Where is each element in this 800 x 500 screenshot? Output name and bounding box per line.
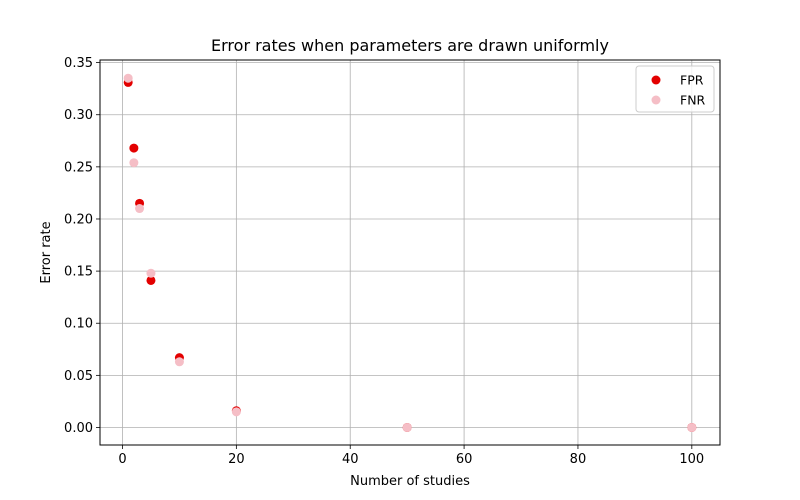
data-point-fnr [687,422,697,432]
y-tick-label: 0.10 [64,317,93,332]
data-point-fnr [123,73,133,83]
y-axis-ticks: 0.00 0.05 0.10 0.15 0.20 0.25 0.30 0.35 [64,56,100,436]
x-tick-label: 20 [228,452,245,467]
grid-lines [100,60,720,445]
data-point-fnr [231,407,241,417]
data-point-fnr [402,422,412,432]
data-point-fnr [129,158,139,168]
x-tick-label: 80 [570,452,587,467]
x-tick-label: 40 [342,452,359,467]
y-axis-label: Error rate [39,221,54,283]
data-point-fnr [146,268,156,278]
data-point-fnr [174,357,184,367]
x-tick-label: 60 [456,452,473,467]
y-tick-label: 0.35 [64,56,93,71]
x-axis-label: Number of studies [350,474,470,489]
y-tick-label: 0.20 [64,212,93,227]
legend-label-fnr: FNR [680,93,706,108]
y-tick-label: 0.30 [64,108,93,123]
chart-title: Error rates when parameters are drawn un… [211,36,609,55]
legend-marker-fnr [651,95,661,105]
legend-marker-fpr [651,75,661,85]
legend-label-fpr: FPR [680,73,704,88]
data-point-fpr [129,143,139,153]
y-tick-label: 0.15 [64,265,93,280]
plot-frame [99,59,721,446]
y-tick-label: 0.00 [64,421,93,436]
x-tick-label: 0 [118,452,126,467]
data-point-fnr [135,204,145,214]
data-points [123,73,697,432]
data-point-fpr [146,275,156,285]
y-tick-label: 0.25 [64,160,93,175]
x-axis-ticks: 0 20 40 60 80 100 [118,445,704,467]
legend: FPR FNR [635,65,715,113]
y-tick-label: 0.05 [64,369,93,384]
x-tick-label: 100 [679,452,704,467]
